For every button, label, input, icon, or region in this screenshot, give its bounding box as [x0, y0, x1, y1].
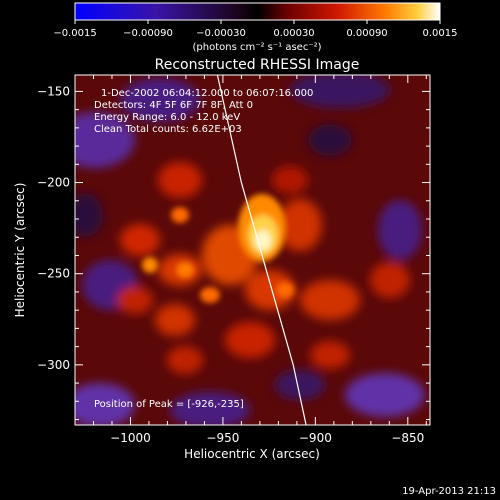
x-tick-label: −950 — [206, 431, 239, 445]
colorbar-tick-label: −0.00030 — [196, 28, 246, 39]
colorbar-tick-label: 0.0015 — [423, 28, 458, 39]
y-tick-label: −300 — [37, 358, 70, 372]
y-tick-label: −250 — [37, 267, 70, 281]
colorbar-ticks: −0.0015 −0.00090 −0.00030 0.00030 0.00090 0.0… — [53, 20, 458, 39]
annotation-energy-range: Energy Range: 6.0 - 12.0 keV — [94, 112, 240, 123]
y-tick-label: −150 — [37, 84, 70, 98]
annotation-detectors: Detectors: 4F 5F 6F 7F 8F, Att 0 — [94, 100, 253, 111]
axis-ticks: −1000 −950 −900 −850 −150 −200 −250 −300 — [37, 75, 430, 445]
colorbar-tick-label: −0.0015 — [53, 28, 96, 39]
peak-position-label: Position of Peak = [-926,-235] — [94, 399, 244, 410]
solar-limb-line — [216, 75, 307, 425]
x-tick-label: −850 — [391, 431, 424, 445]
heatmap-image — [75, 75, 430, 425]
colorbar-tick-label: 0.00030 — [273, 28, 314, 39]
colorbar-tick-label: 0.00090 — [346, 28, 387, 39]
y-axis-label: Heliocentric Y (arcsec) — [13, 183, 27, 318]
annotation-time-range: 1-Dec-2002 06:04:12.000 to 06:07:16.000 — [101, 88, 313, 99]
x-tick-label: −1000 — [110, 431, 151, 445]
x-axis-label: Heliocentric X (arcsec) — [184, 447, 320, 461]
plot-frame — [74, 74, 431, 426]
colorbar-tick-label: −0.00090 — [123, 28, 173, 39]
x-tick-label: −900 — [299, 431, 332, 445]
annotation-clean-counts: Clean Total counts: 6.62E+03 — [94, 124, 242, 135]
colorbar-units: (photons cm⁻² s⁻¹ asec⁻²) — [192, 42, 321, 53]
y-tick-label: −200 — [37, 176, 70, 190]
colorbar — [74, 2, 441, 21]
footer-timestamp: 19-Apr-2013 21:13 — [402, 486, 496, 497]
chart-title: Reconstructed RHESSI Image — [155, 57, 360, 73]
